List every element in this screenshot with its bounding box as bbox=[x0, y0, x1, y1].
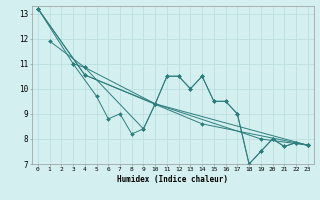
X-axis label: Humidex (Indice chaleur): Humidex (Indice chaleur) bbox=[117, 175, 228, 184]
